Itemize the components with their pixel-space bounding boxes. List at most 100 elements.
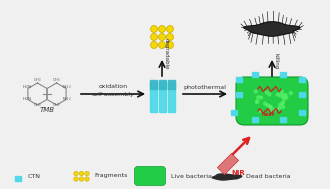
Circle shape xyxy=(256,100,259,103)
Circle shape xyxy=(167,42,174,49)
Circle shape xyxy=(79,171,84,176)
Circle shape xyxy=(278,107,281,110)
Bar xyxy=(299,81,305,82)
Circle shape xyxy=(158,33,166,40)
Bar xyxy=(280,121,286,122)
Bar xyxy=(252,121,258,122)
Bar xyxy=(17,176,19,180)
Bar xyxy=(301,92,303,96)
Bar xyxy=(233,110,235,114)
Text: degradable: degradable xyxy=(164,37,169,69)
Bar xyxy=(304,110,305,114)
Bar xyxy=(252,117,253,121)
Bar xyxy=(236,92,238,96)
Circle shape xyxy=(279,94,282,97)
Bar xyxy=(282,72,284,76)
Polygon shape xyxy=(212,174,242,180)
Bar xyxy=(254,72,256,76)
Text: H$_2$N: H$_2$N xyxy=(22,95,32,103)
Bar xyxy=(236,77,238,81)
Circle shape xyxy=(281,101,284,104)
Circle shape xyxy=(167,26,174,33)
Bar xyxy=(158,82,166,112)
Circle shape xyxy=(150,26,157,33)
Circle shape xyxy=(266,104,269,107)
Polygon shape xyxy=(217,153,239,175)
Circle shape xyxy=(256,101,259,104)
Bar xyxy=(299,110,301,114)
Circle shape xyxy=(279,103,281,106)
Circle shape xyxy=(268,93,271,96)
Text: oxidation: oxidation xyxy=(98,84,128,89)
Bar xyxy=(149,82,156,112)
Circle shape xyxy=(158,26,166,33)
Bar xyxy=(299,114,305,115)
Bar xyxy=(241,92,242,96)
Circle shape xyxy=(276,93,279,96)
Bar xyxy=(280,76,286,77)
Circle shape xyxy=(260,96,263,99)
Circle shape xyxy=(283,97,287,100)
Bar xyxy=(299,92,301,96)
Bar xyxy=(19,176,21,180)
Bar xyxy=(168,80,175,89)
Circle shape xyxy=(281,102,284,105)
Polygon shape xyxy=(244,22,300,36)
Circle shape xyxy=(264,102,267,105)
Circle shape xyxy=(269,109,272,112)
Text: NIR: NIR xyxy=(231,170,245,176)
Text: CH$_3$: CH$_3$ xyxy=(52,101,61,109)
Bar xyxy=(256,72,258,76)
Circle shape xyxy=(282,96,285,99)
Bar xyxy=(304,92,305,96)
Bar xyxy=(236,96,242,97)
Text: heat: heat xyxy=(261,112,275,117)
Circle shape xyxy=(150,42,157,49)
Circle shape xyxy=(281,94,284,97)
Bar xyxy=(168,82,175,112)
Text: NH$_2$: NH$_2$ xyxy=(62,83,72,91)
Bar xyxy=(236,81,242,82)
Circle shape xyxy=(284,93,287,96)
Circle shape xyxy=(280,90,283,93)
Circle shape xyxy=(285,96,288,98)
Text: Dead bacteria: Dead bacteria xyxy=(246,174,291,178)
Bar xyxy=(15,176,16,180)
Bar xyxy=(158,80,166,89)
Bar xyxy=(238,77,240,81)
Circle shape xyxy=(258,109,261,112)
Circle shape xyxy=(268,105,271,108)
Bar xyxy=(252,76,258,77)
Text: H$_2$N: H$_2$N xyxy=(22,83,32,91)
Bar xyxy=(241,77,242,81)
Text: Live bacteria: Live bacteria xyxy=(171,174,212,178)
Circle shape xyxy=(158,42,166,49)
Text: self-assembly: self-assembly xyxy=(92,92,134,97)
FancyBboxPatch shape xyxy=(236,77,308,125)
Bar xyxy=(299,77,301,81)
Bar xyxy=(252,72,253,76)
Circle shape xyxy=(85,171,89,176)
Bar xyxy=(280,72,281,76)
Bar xyxy=(256,117,258,121)
Circle shape xyxy=(74,177,78,181)
Circle shape xyxy=(167,33,174,40)
Text: CTN: CTN xyxy=(28,174,41,178)
Bar xyxy=(284,117,286,121)
Text: CH$_3$: CH$_3$ xyxy=(52,77,61,84)
FancyBboxPatch shape xyxy=(135,167,166,185)
Circle shape xyxy=(265,91,268,94)
Text: CH$_3$: CH$_3$ xyxy=(33,101,42,109)
Bar xyxy=(231,110,232,114)
Bar xyxy=(301,110,303,114)
Circle shape xyxy=(281,106,285,109)
Bar xyxy=(301,77,303,81)
Circle shape xyxy=(273,108,276,111)
Circle shape xyxy=(257,96,260,99)
Circle shape xyxy=(254,90,257,93)
Text: photothermal: photothermal xyxy=(183,85,226,90)
Circle shape xyxy=(269,106,272,109)
Bar xyxy=(280,117,281,121)
Bar xyxy=(238,92,240,96)
Circle shape xyxy=(79,177,84,181)
